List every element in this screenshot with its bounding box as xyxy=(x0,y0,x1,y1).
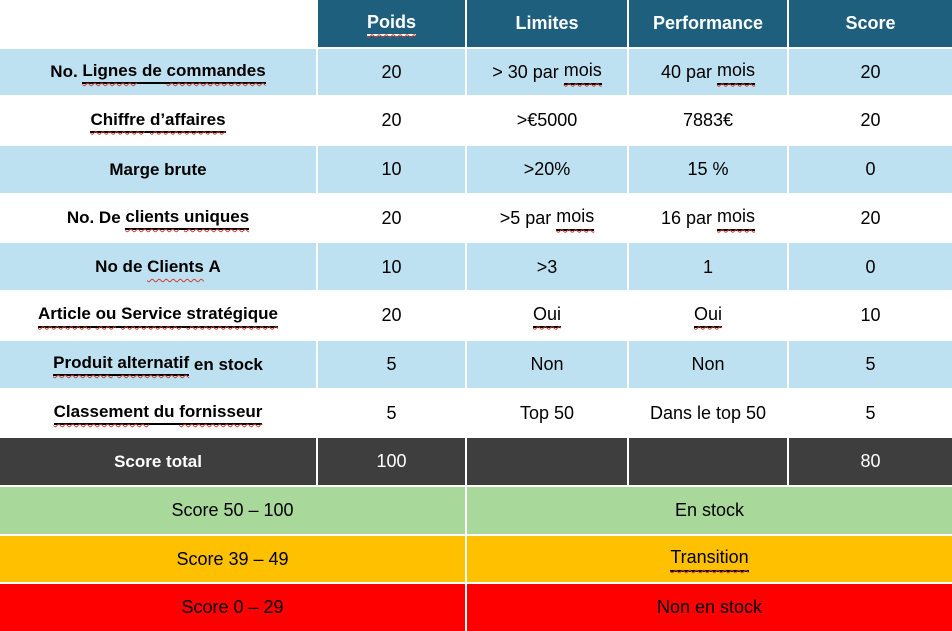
poids-value: 10 xyxy=(318,243,465,291)
score-value: 20 xyxy=(789,48,952,96)
text-segment: mois xyxy=(563,59,602,85)
limites-value: >3 xyxy=(467,243,627,291)
total-limites-cell xyxy=(467,438,627,485)
text-segment: en stock xyxy=(189,354,263,374)
text-segment: d’affaires xyxy=(149,109,226,133)
text-segment: 16 par xyxy=(660,207,718,228)
criterion-label: Chiffre d’affaires xyxy=(0,97,316,145)
limites-value: Non xyxy=(467,340,627,388)
legend-range-amber: Score 39 – 49 xyxy=(0,535,465,583)
text-segment xyxy=(112,352,118,377)
limites-value: > 30 par mois xyxy=(467,48,627,96)
text-segment: mois xyxy=(717,205,756,231)
text-segment: No de xyxy=(95,257,148,277)
text-segment: ou xyxy=(95,303,117,328)
performance-value: 1 xyxy=(629,243,787,291)
criterion-label: Marge brute xyxy=(0,146,316,193)
legend-status-red: Non en stock xyxy=(467,584,952,631)
total-performance-cell xyxy=(629,438,787,485)
header-blank-cell xyxy=(0,0,316,47)
text-segment: Clients xyxy=(147,257,204,277)
poids-value: 20 xyxy=(318,48,465,96)
text-segment: Transition xyxy=(670,546,749,572)
text-segment: >5 par xyxy=(499,207,557,228)
performance-value: Oui xyxy=(629,292,787,339)
text-segment: Produit xyxy=(53,352,113,377)
total-label: Score total xyxy=(0,438,316,485)
text-segment: uniques xyxy=(183,206,250,231)
criterion-label: Classement du fornisseur xyxy=(0,389,316,437)
performance-value: 15 % xyxy=(629,146,787,193)
score-value: 20 xyxy=(789,97,952,145)
text-segment: fornisseur xyxy=(179,401,263,425)
column-header-performance: Performance xyxy=(629,0,787,47)
performance-value: 16 par mois xyxy=(629,194,787,242)
text-segment: Oui xyxy=(693,303,722,329)
limites-value: Top 50 xyxy=(467,389,627,437)
text-segment xyxy=(90,303,96,328)
column-header-poids: Poids xyxy=(318,0,465,47)
legend-range-red: Score 0 – 29 xyxy=(0,584,465,631)
limites-value: >5 par mois xyxy=(467,194,627,242)
text-segment: stratégique xyxy=(186,303,279,328)
text-segment xyxy=(145,109,150,133)
legend-status-green: En stock xyxy=(467,486,952,534)
performance-value: Non xyxy=(629,340,787,388)
total-score-value: 80 xyxy=(789,438,952,485)
text-segment: Poids xyxy=(366,11,416,37)
criterion-label: Produit alternatif en stock xyxy=(0,340,316,388)
text-segment: alternatif xyxy=(117,352,190,377)
poids-value: 5 xyxy=(318,389,465,437)
column-header-limites: Limites xyxy=(467,0,627,47)
column-header-score: Score xyxy=(789,0,952,47)
text-segment: de xyxy=(137,60,167,85)
limites-value: >€5000 xyxy=(467,97,627,145)
text-segment: commandes xyxy=(166,60,266,85)
text-segment: Article xyxy=(37,303,91,328)
poids-value: 10 xyxy=(318,146,465,193)
text-segment: clients xyxy=(125,206,180,231)
text-segment: 40 par xyxy=(660,61,718,82)
poids-value: 5 xyxy=(318,340,465,388)
legend-range-green: Score 50 – 100 xyxy=(0,486,465,534)
text-segment: No. xyxy=(50,62,83,82)
text-segment xyxy=(179,206,184,231)
text-segment xyxy=(181,303,187,328)
criterion-label: Article ou Service stratégique xyxy=(0,292,316,339)
score-value: 0 xyxy=(789,146,952,193)
performance-value: Dans le top 50 xyxy=(629,389,787,437)
legend-status-amber: Transition xyxy=(467,535,952,583)
performance-value: 40 par mois xyxy=(629,48,787,96)
criterion-label: No de Clients A xyxy=(0,243,316,291)
text-segment: > 30 par xyxy=(492,61,564,82)
criterion-label: No. Lignes de commandes xyxy=(0,48,316,96)
performance-value: 7883€ xyxy=(629,97,787,145)
text-segment: Oui xyxy=(532,303,561,329)
score-value: 0 xyxy=(789,243,952,291)
text-segment: du xyxy=(149,401,180,425)
poids-value: 20 xyxy=(318,292,465,339)
text-segment: mois xyxy=(717,59,756,85)
text-segment: Classement xyxy=(53,401,150,425)
text-segment: Chiffre xyxy=(90,109,146,133)
criterion-label: No. De clients uniques xyxy=(0,194,316,242)
poids-value: 20 xyxy=(318,97,465,145)
text-segment: mois xyxy=(556,205,595,231)
score-value: 5 xyxy=(789,340,952,388)
text-segment: Marge brute xyxy=(109,159,207,179)
limites-value: Oui xyxy=(467,292,627,339)
text-segment: Lignes xyxy=(82,60,138,85)
text-segment: A xyxy=(203,257,221,277)
limites-value: >20% xyxy=(467,146,627,193)
poids-value: 20 xyxy=(318,194,465,242)
score-value: 5 xyxy=(789,389,952,437)
text-segment: Service xyxy=(121,303,182,328)
score-value: 20 xyxy=(789,194,952,242)
score-value: 10 xyxy=(789,292,952,339)
total-poids-value: 100 xyxy=(318,438,465,485)
text-segment xyxy=(116,303,122,328)
text-segment: No. De xyxy=(66,208,126,228)
